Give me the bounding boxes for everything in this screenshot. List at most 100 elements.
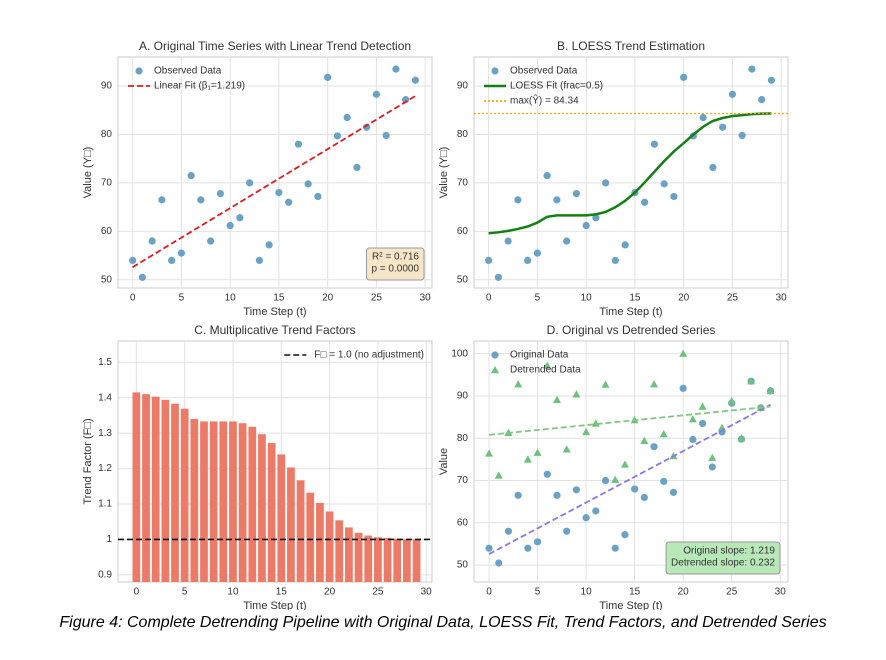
data-point: [582, 221, 590, 230]
x-tick-label: 15: [276, 587, 288, 598]
data-point: [621, 241, 629, 249]
data-point: [591, 419, 600, 427]
annotation-box: [365, 247, 425, 281]
data-point: [572, 390, 581, 398]
data-point: [620, 460, 629, 468]
data-point: [129, 256, 137, 264]
x-tick-label: 20: [322, 293, 334, 304]
data-point: [343, 113, 351, 122]
bar: [190, 418, 199, 582]
annotation-box: [665, 541, 781, 575]
bar: [296, 480, 305, 582]
data-point: [333, 132, 342, 140]
data-point: [187, 172, 195, 180]
data-point: [553, 491, 561, 499]
data-point: [552, 395, 561, 403]
x-tick-label: 25: [372, 587, 384, 598]
y-axis-label: Value (Y□): [82, 147, 94, 199]
data-point: [372, 90, 381, 98]
data-point: [650, 443, 658, 451]
data-point: [709, 163, 717, 172]
legend-marker: [491, 67, 499, 75]
x-tick-label: 20: [678, 293, 690, 304]
data-point: [543, 172, 551, 180]
data-point: [688, 415, 697, 423]
bar: [364, 535, 373, 582]
y-tick-label: 1.1: [98, 499, 112, 510]
x-tick-label: 15: [273, 293, 285, 304]
data-point: [698, 419, 707, 428]
chart-title: B. LOESS Trend Estimation: [557, 39, 705, 53]
bar: [180, 408, 189, 582]
bar: [325, 511, 334, 582]
bar: [248, 426, 257, 582]
data-point: [563, 527, 571, 535]
legend-marker: [491, 366, 499, 374]
bar: [151, 396, 160, 582]
bar: [200, 421, 208, 582]
x-tick-label: 10: [581, 293, 593, 304]
x-tick-label: 0: [486, 293, 492, 304]
data-point: [592, 214, 600, 222]
data-point: [670, 192, 678, 201]
bar: [374, 537, 382, 582]
y-tick-label: 70: [457, 475, 469, 486]
legend-marker: [491, 351, 499, 359]
y-axis-label: Trend Factor (F□): [82, 418, 94, 504]
data-point: [294, 140, 303, 148]
data-point: [553, 196, 561, 204]
data-point: [314, 192, 322, 201]
data-point: [582, 427, 591, 436]
data-point: [514, 196, 522, 204]
legend-label: Observed Data: [154, 66, 222, 77]
y-tick-label: 80: [457, 129, 469, 140]
data-point: [611, 256, 619, 264]
x-tick-label: 25: [371, 293, 383, 304]
data-point: [641, 198, 649, 206]
y-axis-label: Value: [438, 448, 450, 475]
data-point: [563, 237, 571, 245]
data-point: [562, 445, 571, 453]
legend-label: Original Data: [510, 350, 569, 361]
data-point: [640, 493, 648, 502]
bar: [171, 403, 179, 582]
data-point: [236, 214, 244, 222]
data-point: [680, 73, 688, 81]
x-tick-label: 5: [535, 587, 541, 598]
data-point: [524, 256, 532, 264]
x-axis-label: Time Step (t): [599, 600, 662, 610]
data-point: [698, 402, 707, 410]
data-point: [524, 544, 532, 552]
data-point: [679, 349, 688, 357]
chart-title: D. Original vs Detrended Series: [547, 323, 716, 337]
data-point: [514, 491, 522, 499]
x-tick-label: 5: [182, 587, 188, 598]
x-tick-label: 10: [581, 587, 593, 598]
y-tick-label: 1.2: [98, 463, 112, 474]
bar: [345, 527, 353, 582]
annotation-text: Detrended slope: 0.232: [671, 558, 775, 569]
legend-marker: [135, 67, 143, 75]
x-axis-label: Time Step (t): [243, 600, 306, 610]
bar: [335, 520, 344, 582]
data-point: [631, 485, 639, 493]
y-tick-label: 70: [457, 178, 469, 189]
data-point: [504, 527, 513, 535]
data-point: [660, 477, 668, 485]
x-tick-label: 10: [225, 293, 237, 304]
x-tick-label: 20: [324, 587, 336, 598]
data-point: [523, 455, 532, 463]
x-tick-label: 0: [130, 293, 136, 304]
y-tick-label: 50: [457, 274, 469, 285]
bar: [258, 434, 266, 582]
data-point: [226, 221, 234, 230]
data-point: [246, 179, 254, 187]
bar: [238, 423, 247, 582]
x-tick-label: 5: [535, 293, 541, 304]
plot-area: [473, 56, 789, 289]
bar: [403, 539, 411, 582]
data-point: [747, 377, 756, 385]
data-point: [197, 196, 205, 204]
data-point: [168, 256, 176, 264]
x-tick-label: 25: [727, 293, 739, 304]
